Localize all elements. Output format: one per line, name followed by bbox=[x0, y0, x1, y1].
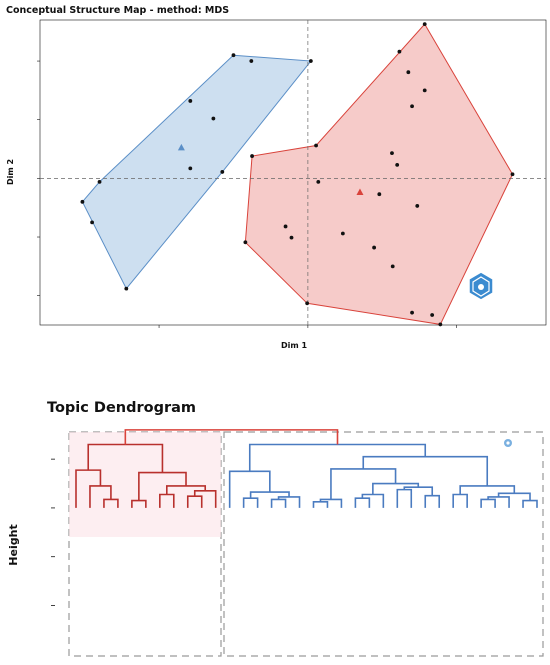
point-groundwater-pollution bbox=[249, 59, 254, 63]
dendrogram-link bbox=[193, 490, 217, 508]
point-random-forest bbox=[283, 224, 288, 229]
point-random-forests bbox=[316, 179, 321, 184]
point-potable-water bbox=[422, 88, 427, 93]
point-prediction bbox=[211, 116, 216, 121]
point-arsenic bbox=[415, 204, 420, 208]
watermark-logo-icon bbox=[468, 271, 494, 301]
dendrogram-link bbox=[362, 455, 489, 486]
watermark-badge-icon bbox=[504, 439, 512, 447]
point-learning-systems bbox=[90, 220, 94, 225]
mds-panel: Conceptual Structure Map - method: MDS D… bbox=[6, 5, 547, 350]
cluster-1-highlight bbox=[69, 432, 221, 537]
mds-axes bbox=[37, 60, 458, 328]
mds-points bbox=[80, 22, 515, 327]
cluster-2-hull bbox=[244, 23, 514, 325]
dendrogram-link bbox=[242, 497, 259, 508]
point-black-sea bbox=[372, 245, 377, 250]
dendrogram-links bbox=[75, 429, 538, 508]
dendrogram-link bbox=[459, 485, 516, 495]
dendrogram-link bbox=[403, 486, 434, 496]
point-priority-journal bbox=[80, 199, 85, 204]
dendrogram-link bbox=[312, 501, 329, 508]
dendrogram-axis bbox=[51, 458, 55, 606]
mds-hulls bbox=[81, 23, 514, 325]
point-concentration-composition bbox=[124, 286, 129, 291]
dendrogram-link bbox=[270, 498, 287, 508]
dendrogram-panel: Topic Dendrogram Height bbox=[7, 400, 544, 657]
point-bangladesh bbox=[410, 310, 414, 315]
point-nitrate bbox=[97, 179, 102, 184]
point-india bbox=[314, 143, 318, 148]
dendrogram-link bbox=[319, 498, 343, 508]
dendrogram-link bbox=[522, 499, 538, 508]
point-controlled-study bbox=[397, 49, 402, 54]
point-machine-learning bbox=[377, 192, 382, 197]
point-well-water bbox=[406, 70, 411, 75]
dendrogram-link bbox=[361, 493, 385, 508]
point-water-quality bbox=[395, 162, 400, 167]
point-united-states bbox=[308, 59, 313, 63]
point-article bbox=[250, 154, 254, 158]
dendrogram-y-axis-label: Height bbox=[7, 524, 20, 565]
dendrogram-title: Topic Dendrogram bbox=[47, 400, 196, 416]
mds-y-axis-label: Dim 2 bbox=[6, 159, 15, 185]
point-spatial-distribution bbox=[390, 264, 395, 269]
mds-x-axis-label: Dim 1 bbox=[281, 341, 308, 350]
dendrogram-link bbox=[480, 498, 496, 508]
dendrogram-cluster-boxes bbox=[68, 431, 544, 657]
point-drinking-water bbox=[390, 151, 394, 156]
dendrogram-link bbox=[372, 482, 420, 495]
dendrogram-link bbox=[354, 497, 371, 508]
point-iron bbox=[430, 313, 435, 317]
point-ground-water bbox=[188, 166, 193, 171]
point-agriculture bbox=[220, 170, 225, 174]
dendrogram-link bbox=[424, 494, 441, 508]
dendrogram-link bbox=[131, 499, 147, 508]
mds-title: Conceptual Structure Map - method: MDS bbox=[6, 5, 229, 16]
point-water-supply bbox=[410, 104, 414, 109]
dendrogram-link bbox=[452, 493, 468, 508]
point-regression-analysis bbox=[340, 231, 345, 236]
mds-plot-frame bbox=[39, 19, 547, 326]
dendrogram-link bbox=[228, 470, 271, 508]
dendrogram-link bbox=[89, 485, 112, 508]
dendrogram-link bbox=[166, 485, 207, 495]
dendrogram-link bbox=[75, 469, 102, 508]
cluster-2-box bbox=[223, 431, 544, 657]
point-concentration-parameter bbox=[231, 53, 236, 58]
dendrogram-link bbox=[497, 492, 531, 501]
point-nitrates bbox=[188, 99, 193, 103]
point-manganese bbox=[438, 322, 443, 327]
point-land-use bbox=[422, 22, 427, 27]
point-groundwater bbox=[289, 235, 294, 240]
cluster-2-centroid-marker bbox=[356, 188, 364, 195]
dendrogram-link bbox=[124, 429, 339, 445]
dendrogram-link bbox=[248, 443, 427, 472]
point-soil bbox=[510, 172, 515, 177]
mds-reference-lines bbox=[40, 20, 546, 325]
cluster-1-centroid-marker bbox=[177, 143, 185, 151]
dendrogram-link bbox=[396, 488, 413, 508]
dendrogram-link bbox=[186, 495, 203, 508]
point-environmental-monitoring bbox=[305, 301, 310, 306]
point-decision-trees bbox=[243, 240, 248, 245]
dendrogram-link bbox=[138, 471, 187, 501]
